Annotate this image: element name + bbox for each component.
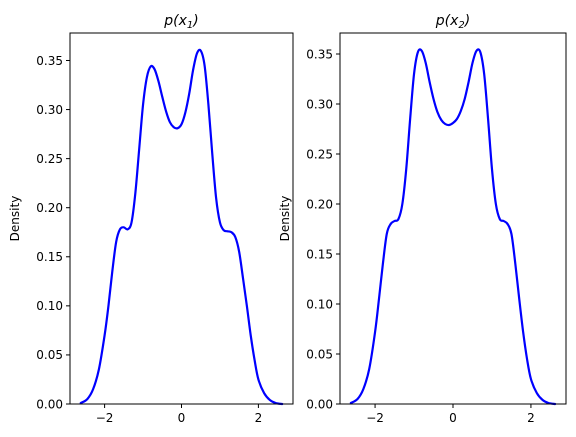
density-curve-1 bbox=[79, 48, 284, 406]
x-tick-label: 2 bbox=[255, 411, 263, 425]
y-tick-label: 0.05 bbox=[306, 347, 333, 361]
y-axis-label: Density bbox=[8, 196, 22, 242]
y-tick-label: 0.15 bbox=[306, 247, 333, 261]
density-curve-2 bbox=[349, 48, 557, 406]
y-tick-label: 0.30 bbox=[36, 103, 63, 117]
y-tick-label: 0.00 bbox=[306, 397, 333, 411]
subplot-1: −2 0 2 0.00 0.05 0.10 0.15 0.20 0.25 0.30 0.35 Dens… bbox=[8, 13, 294, 425]
subplot-2: −2 0 2 0.00 0.05 0.10 0.15 0.20 0.25 0.30 0.35 Dens… bbox=[278, 13, 567, 425]
y-tick-label: 0.35 bbox=[306, 47, 333, 61]
y-tick-label: 0.20 bbox=[36, 201, 63, 215]
y-tick-label: 0.10 bbox=[36, 299, 63, 313]
title-end: ) bbox=[464, 13, 470, 29]
y-tick-label: 0.00 bbox=[36, 397, 63, 411]
y-tick-label: 0.05 bbox=[36, 348, 63, 362]
subplot-title: p(x1) bbox=[163, 13, 198, 31]
title-base: p(x bbox=[163, 13, 187, 29]
y-axis-label: Density bbox=[278, 196, 292, 242]
title-subscript: 2 bbox=[458, 20, 464, 31]
y-tick-label: 0.10 bbox=[306, 297, 333, 311]
title-end: ) bbox=[192, 13, 198, 29]
y-tick-label: 0.25 bbox=[306, 147, 333, 161]
y-tick-label: 0.25 bbox=[36, 152, 63, 166]
title-subscript: 1 bbox=[187, 20, 193, 31]
y-tick-label: 0.15 bbox=[36, 250, 63, 264]
title-base: p(x bbox=[435, 13, 459, 29]
x-tick-label: 2 bbox=[527, 411, 535, 425]
x-tick-label: −2 bbox=[366, 411, 384, 425]
x-tick-label: −2 bbox=[96, 411, 114, 425]
x-tick-label: 0 bbox=[449, 411, 457, 425]
y-tick-label: 0.30 bbox=[306, 97, 333, 111]
x-tick-label: 0 bbox=[178, 411, 186, 425]
subplot-title: p(x2) bbox=[435, 13, 470, 31]
y-tick-label: 0.20 bbox=[306, 197, 333, 211]
y-tick-label: 0.35 bbox=[36, 54, 63, 68]
